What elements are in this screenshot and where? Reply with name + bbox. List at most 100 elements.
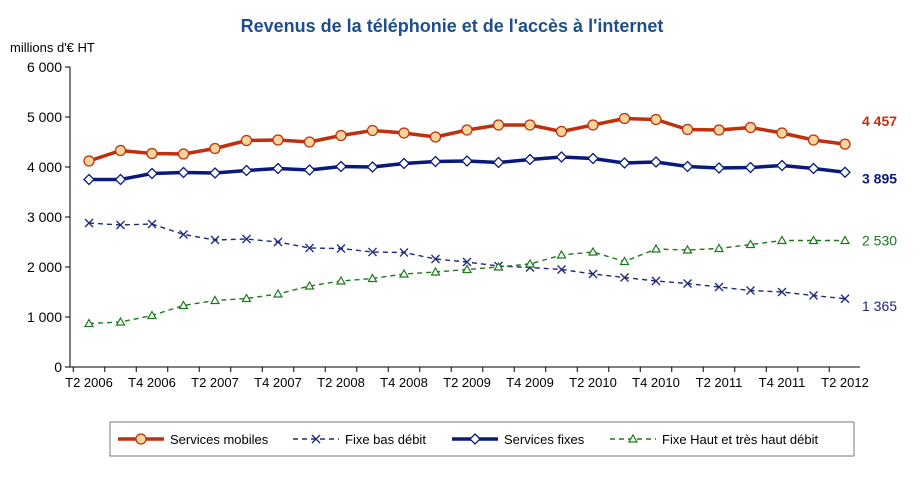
x-marker-stroke (305, 243, 314, 253)
data-point-services-fixes (713, 162, 725, 174)
legend-item: Services fixes (452, 432, 585, 447)
x-marker-stroke (683, 279, 692, 288)
data-point-fixe-haut-et-tres-haut-debit (367, 273, 378, 283)
data-point-fixe-bas-debit (557, 265, 566, 274)
end-label: 3 895 (862, 170, 897, 186)
x-tick-label: T2 2008 (317, 375, 365, 390)
data-point-fixe-bas-debit (777, 287, 787, 297)
y-tick-label: 0 (54, 359, 62, 375)
y-tick-label: 1 000 (27, 309, 62, 325)
legend-item: Fixe bas débit (293, 432, 426, 447)
data-point-fixe-bas-debit (368, 247, 377, 257)
data-point-fixe-bas-debit (273, 237, 283, 247)
data-point-services-fixes (555, 151, 568, 163)
x-marker-stroke (210, 235, 220, 245)
data-point-services-fixes (776, 159, 788, 172)
x-marker-stroke (399, 248, 409, 257)
data-point-services-fixes (618, 157, 631, 169)
data-point-services-mobiles (492, 119, 505, 131)
x-tick-label: T2 2006 (65, 375, 113, 390)
data-point-services-mobiles (83, 155, 95, 167)
data-point-services-mobiles (303, 136, 316, 148)
legend-label: Fixe bas débit (345, 432, 426, 447)
data-point-services-mobiles (524, 119, 536, 131)
data-point-fixe-bas-debit (651, 276, 661, 286)
data-point-services-fixes (650, 156, 662, 168)
data-point-services-mobiles (461, 124, 473, 136)
data-point-services-mobiles (335, 129, 347, 142)
x-marker-stroke (777, 287, 787, 297)
data-point-services-mobiles (681, 123, 694, 136)
data-point-services-fixes (744, 161, 757, 174)
y-tick-label: 6 000 (27, 59, 62, 75)
legend-marker (311, 434, 321, 444)
x-tick-label: T4 2010 (632, 375, 680, 390)
series-fixe-bas-debit (84, 218, 850, 304)
x-tick-label: T2 2011 (696, 375, 743, 390)
data-point-services-fixes (681, 160, 694, 173)
end-label: 1 365 (862, 298, 897, 314)
data-point-fixe-haut-et-tres-haut-debit (808, 235, 819, 245)
x-tick-labels: T2 2006 T4 2006 T2 2007 T4 2007 T2 2008 T4 20… (65, 375, 869, 390)
data-point-services-mobiles (744, 121, 757, 134)
data-point-services-mobiles (839, 138, 851, 150)
data-point-services-mobiles (240, 134, 253, 147)
x-marker-stroke (336, 244, 346, 253)
data-point-fixe-bas-debit (462, 257, 472, 267)
data-point-fixe-haut-et-tres-haut-debit (713, 243, 725, 253)
data-point-services-fixes (398, 157, 410, 170)
x-marker-stroke (368, 247, 377, 257)
data-point-fixe-haut-et-tres-haut-debit (524, 258, 536, 268)
data-point-fixe-haut-et-tres-haut-debit (178, 300, 189, 310)
x-marker-stroke (588, 269, 598, 279)
x-marker-stroke (431, 254, 440, 264)
data-point-services-mobiles (587, 119, 599, 131)
data-point-fixe-bas-debit (116, 220, 125, 230)
legend: Services mobiles Fixe bas débit Services f… (118, 432, 818, 447)
data-point-fixe-haut-et-tres-haut-debit (430, 266, 441, 276)
x-tick-label: T2 2012 (821, 375, 869, 390)
data-point-services-fixes (429, 155, 442, 168)
data-point-fixe-haut-et-tres-haut-debit (839, 235, 851, 245)
data-point-services-fixes (303, 164, 316, 176)
y-tick-label: 3 000 (27, 209, 62, 225)
data-point-fixe-bas-debit (714, 282, 724, 292)
data-point-fixe-haut-et-tres-haut-debit (461, 264, 473, 274)
data-point-fixe-bas-debit (336, 244, 346, 253)
end-label: 4 457 (862, 113, 897, 129)
data-point-services-fixes (492, 156, 505, 169)
data-point-services-fixes (524, 153, 536, 166)
data-point-services-mobiles (555, 125, 568, 138)
data-point-fixe-haut-et-tres-haut-debit (587, 246, 599, 256)
data-point-fixe-haut-et-tres-haut-debit (83, 318, 95, 328)
end-labels: 4 457 1 365 3 895 2 530 (862, 113, 897, 314)
data-point-services-fixes (209, 167, 221, 179)
data-point-fixe-haut-et-tres-haut-debit (619, 256, 630, 266)
data-point-fixe-haut-et-tres-haut-debit (493, 261, 504, 271)
x-marker-stroke (462, 257, 472, 267)
x-tick-label: T2 2007 (191, 375, 239, 390)
x-tick-label: T2 2009 (443, 375, 491, 390)
legend-label: Fixe Haut et très haut débit (662, 432, 818, 447)
legend-marker (469, 433, 481, 445)
data-point-fixe-bas-debit (242, 234, 251, 244)
legend-item: Services mobiles (118, 432, 269, 447)
data-point-services-fixes (240, 164, 253, 177)
data-point-fixe-bas-debit (746, 286, 755, 295)
x-tick-label: T4 2011 (759, 375, 806, 390)
data-point-fixe-haut-et-tres-haut-debit (272, 288, 284, 298)
data-point-fixe-haut-et-tres-haut-debit (115, 316, 126, 326)
data-point-services-mobiles (114, 144, 127, 157)
x-marker-stroke (273, 237, 283, 247)
data-point-services-mobiles (177, 148, 190, 160)
axes (65, 66, 860, 372)
y-axis-unit-label: millions d'€ HT (10, 40, 95, 55)
data-point-fixe-haut-et-tres-haut-debit (556, 249, 567, 259)
y-tick-labels: 0 1 000 2 000 3 000 4 000 5 000 6 000 (27, 59, 62, 375)
x-marker-stroke (746, 286, 755, 295)
data-point-services-mobiles (618, 112, 631, 125)
data-point-fixe-bas-debit (431, 254, 440, 264)
data-point-fixe-haut-et-tres-haut-debit (650, 243, 662, 253)
data-point-fixe-bas-debit (683, 279, 692, 288)
x-tick-label: T4 2009 (506, 375, 554, 390)
